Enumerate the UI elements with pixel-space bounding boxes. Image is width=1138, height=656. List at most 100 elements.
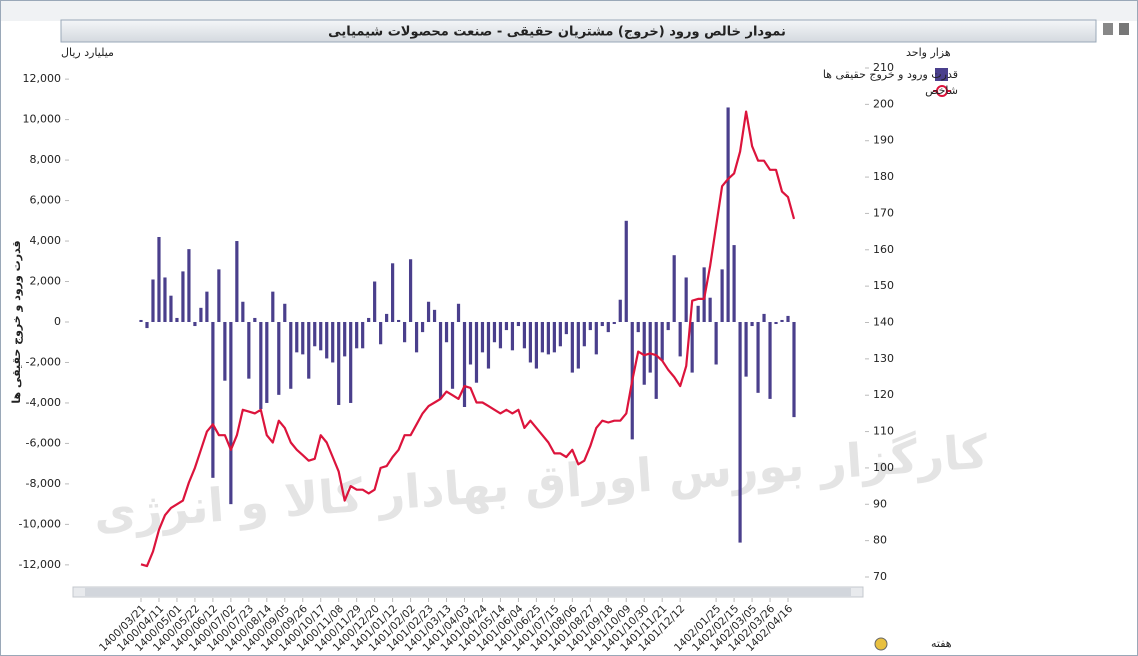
bar [588,321,592,331]
y-tick-label: 4,000 [30,234,62,247]
bar [426,301,431,322]
bar [564,321,568,335]
scroll-thumb[interactable] [85,588,851,596]
y-tick-label: -10,000 [19,517,61,530]
bar [534,321,538,369]
title-bar [60,19,1097,43]
legend-swatch [935,68,948,81]
y2-tick-label: 120 [873,388,894,401]
bar [259,321,263,410]
bar [498,321,503,349]
y2-tick-label: 100 [873,461,894,474]
x-axis-title: هفته [931,637,952,650]
bar [762,313,766,322]
bar [271,291,275,322]
y-tick-label: -6,000 [26,436,61,449]
y2-tick-label: 190 [873,134,894,147]
bar [391,263,395,322]
bar [193,321,197,327]
bar [516,321,521,327]
bar [666,321,670,331]
bar [438,321,443,399]
bar [708,297,712,322]
bar [768,321,772,399]
bar [235,241,239,322]
bar [618,299,622,322]
bar [582,321,586,347]
bar [672,255,676,322]
bar [660,321,664,361]
refresh-icon[interactable] [874,637,888,651]
bar [295,321,299,353]
bar [265,321,269,403]
bar [576,321,580,369]
y-tick-label: -8,000 [26,477,61,490]
bar [546,321,550,355]
y2-tick-label: 210 [873,61,894,74]
bar [450,321,455,389]
bar [486,321,491,369]
bar [786,315,790,322]
bar [744,321,748,377]
bar [714,321,718,365]
bar [283,303,287,322]
bar [756,321,760,393]
y-tick-label: 2,000 [30,275,62,288]
bar [594,321,598,355]
bar [253,317,257,322]
y-tick-label: -2,000 [26,355,61,368]
bar [205,291,209,322]
bar [780,319,784,322]
bar [163,277,167,322]
y2-tick-label: 160 [873,243,894,256]
bar [211,321,215,478]
y-tick-label: 8,000 [30,153,62,166]
bar [373,281,377,322]
bar [241,301,245,322]
y-tick-label: -12,000 [19,558,61,571]
y-unit: میلیارد ریال [61,46,114,59]
bar [750,321,754,327]
bar [528,321,533,363]
bar [313,321,317,347]
bar [367,317,371,322]
bar [331,321,335,363]
y-axis-title: قدرت ورود و خروج حقیقی ها [10,240,24,403]
bar [636,321,640,333]
bar [432,309,437,322]
bar [462,321,467,407]
bar [654,321,658,399]
bar [229,321,233,505]
bar [570,321,574,373]
y-tick-label: 6,000 [30,194,62,207]
bar [157,236,161,322]
y2-tick-label: 70 [873,570,887,583]
bar [349,321,353,403]
print-icon[interactable] [1103,23,1113,35]
bar [690,321,694,373]
bar [289,321,293,389]
bar [402,321,407,343]
bar [151,279,155,322]
bar [468,321,473,365]
bar [600,321,604,327]
bar [325,321,329,359]
bar [223,321,227,381]
y2-tick-label: 90 [873,497,887,510]
bar [732,245,736,322]
bar [558,321,562,347]
bar [247,321,251,379]
bar [408,259,413,322]
bar [307,321,311,379]
bar [361,321,365,349]
y2-tick-label: 140 [873,316,894,329]
bar [492,321,497,343]
save-icon[interactable] [1119,23,1129,35]
legend-label: قدرت ورود و خروج حقیقی ها [823,68,958,81]
bar [444,321,449,343]
bar [612,321,616,325]
bar [696,305,700,322]
bar [181,271,185,322]
bar [474,321,479,383]
